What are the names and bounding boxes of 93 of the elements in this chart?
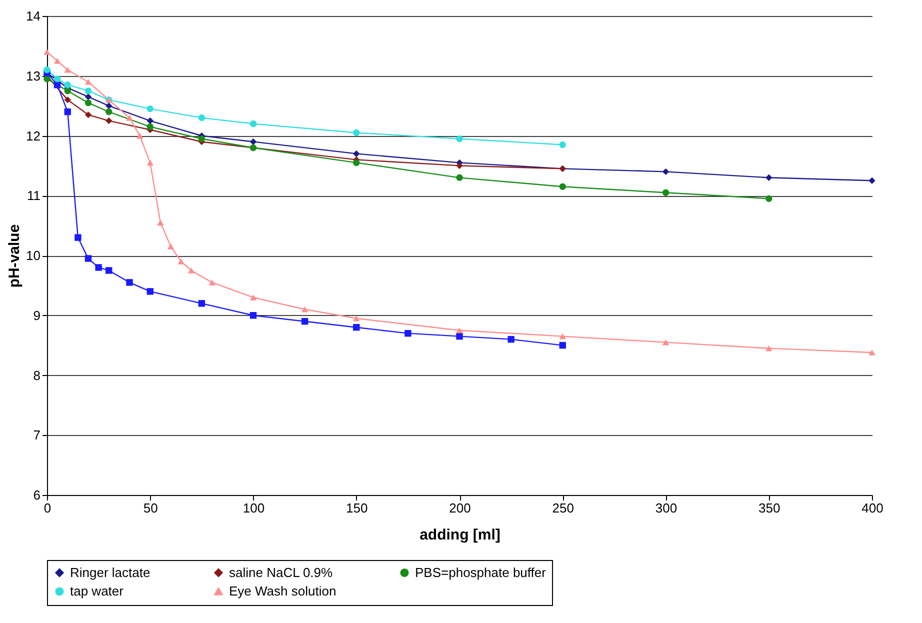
y-tick-label: 14 xyxy=(26,8,40,24)
point xyxy=(136,132,144,139)
point xyxy=(456,162,463,170)
legend-label: Ringer lactate xyxy=(70,564,150,580)
x-tick-label: 400 xyxy=(862,500,884,516)
point xyxy=(250,120,257,128)
point xyxy=(559,333,566,340)
legend-label: saline NaCL 0.9% xyxy=(229,564,334,580)
y-tick-label: 7 xyxy=(33,428,40,443)
point xyxy=(868,350,876,356)
point xyxy=(250,138,257,146)
point xyxy=(208,280,216,286)
point xyxy=(766,174,772,182)
point xyxy=(559,183,566,190)
point xyxy=(188,268,195,274)
y-tick-label: 11 xyxy=(27,188,40,204)
point xyxy=(64,108,71,116)
point xyxy=(250,294,257,300)
legend-label: Eye Wash solution xyxy=(229,584,336,598)
point xyxy=(157,220,164,226)
point xyxy=(456,332,463,340)
legend-label: tap water xyxy=(70,584,124,598)
point xyxy=(84,78,92,85)
point xyxy=(353,159,360,166)
y-tick-label: 12 xyxy=(26,128,40,144)
point xyxy=(54,76,61,82)
y-tick-label: 13 xyxy=(26,68,40,84)
x-tick-label: 50 xyxy=(143,500,158,516)
point xyxy=(353,150,360,158)
x-tick-label: 300 xyxy=(655,500,678,516)
point xyxy=(64,87,71,94)
point xyxy=(84,99,92,106)
point xyxy=(146,117,154,124)
point xyxy=(868,177,876,184)
point xyxy=(84,255,92,262)
point xyxy=(508,336,514,343)
point xyxy=(198,300,206,307)
x-tick-label: 100 xyxy=(242,500,265,516)
point xyxy=(662,189,670,196)
point xyxy=(106,108,112,116)
point xyxy=(559,141,566,148)
point xyxy=(126,114,133,121)
point xyxy=(198,114,206,122)
y-tick-label: 9 xyxy=(33,308,40,323)
point xyxy=(167,244,174,250)
point xyxy=(178,258,184,264)
point xyxy=(353,324,360,331)
point xyxy=(559,342,566,349)
point xyxy=(662,339,670,346)
point xyxy=(301,318,308,325)
point xyxy=(64,82,71,88)
point xyxy=(198,135,206,142)
x-axis-title: adding [ml] xyxy=(420,526,500,544)
point xyxy=(456,327,463,334)
point xyxy=(95,264,102,271)
x-tick-label: 0 xyxy=(44,500,52,516)
point xyxy=(662,168,670,176)
point xyxy=(74,234,82,241)
y-tick-label: 10 xyxy=(26,248,40,263)
point xyxy=(353,315,360,322)
point xyxy=(106,117,112,124)
point xyxy=(44,66,50,74)
point xyxy=(64,66,71,73)
point xyxy=(44,49,50,55)
point xyxy=(146,288,154,295)
point xyxy=(146,123,154,130)
point xyxy=(84,87,92,94)
y-tick-label: 6 xyxy=(33,488,40,502)
point xyxy=(353,129,360,136)
legend-label: PBS=phosphate buffer xyxy=(415,564,547,580)
point xyxy=(146,160,154,166)
point xyxy=(301,306,308,312)
point xyxy=(146,105,154,112)
point xyxy=(404,330,412,337)
point xyxy=(766,195,772,202)
x-tick-label: 350 xyxy=(758,500,780,516)
point xyxy=(126,279,133,286)
point xyxy=(54,58,61,64)
point xyxy=(84,93,92,100)
y-axis-title: pH-value xyxy=(6,224,24,288)
y-tick-label: 8 xyxy=(33,368,40,383)
x-tick-label: 150 xyxy=(346,500,368,516)
point xyxy=(54,82,61,88)
point xyxy=(64,96,71,104)
x-tick-label: 200 xyxy=(449,500,471,516)
point xyxy=(250,312,257,319)
point xyxy=(456,135,463,142)
point xyxy=(766,345,772,352)
x-tick-label: 250 xyxy=(552,500,574,516)
point xyxy=(456,174,463,182)
point xyxy=(106,267,112,274)
point xyxy=(84,111,92,118)
point xyxy=(106,102,112,110)
